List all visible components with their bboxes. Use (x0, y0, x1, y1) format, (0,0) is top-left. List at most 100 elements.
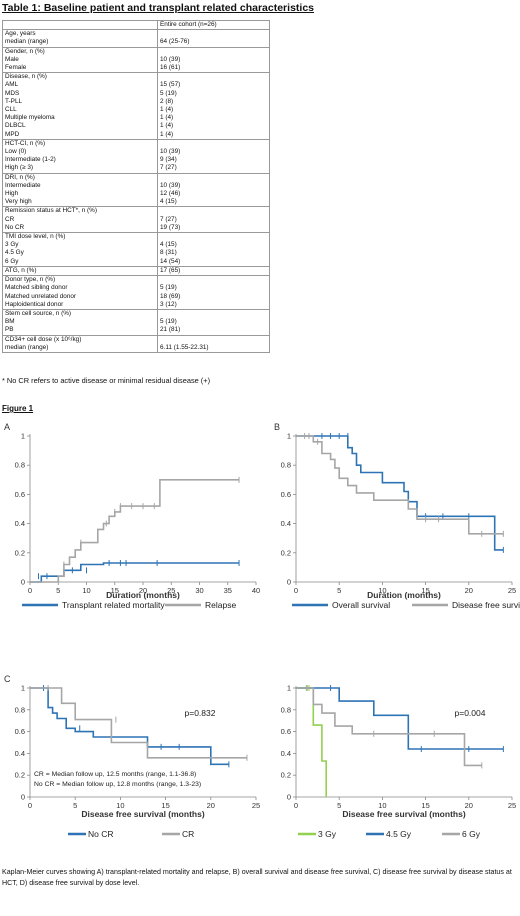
legend-label: Transplant related mortality (62, 600, 165, 610)
y-tick-label: 0.4 (15, 749, 25, 758)
row-label: Remission status at HCT*, n (%) (5, 207, 97, 215)
legend-label: 6 Gy (462, 829, 481, 839)
y-tick-label: 0.8 (15, 461, 25, 470)
y-tick-label: 0.6 (15, 490, 25, 499)
row-value: 9 (34) (160, 156, 177, 164)
legend-label: Relapse (205, 600, 236, 610)
y-tick-label: 0.4 (15, 519, 25, 528)
row-value: 3 (12) (160, 300, 177, 308)
chart-annotation: p=0.004 (455, 708, 486, 718)
row-labels: Disease, n (%) AML MDS T-PLL CLL Multiple mye… (2, 72, 158, 140)
row-values: 17 (65) (157, 265, 270, 277)
row-value: 21 (81) (160, 326, 181, 334)
series-line-4-5-gy (296, 687, 504, 750)
y-tick-label: 0.2 (281, 771, 291, 780)
x-axis-label: Duration (months) (367, 590, 441, 600)
row-label: Haploidentical donor (5, 300, 64, 308)
row-label: HCT-CI, n (%) (5, 139, 46, 147)
row-value: 10 (39) (160, 148, 181, 156)
row-value: 7 (27) (160, 215, 177, 223)
row-values: 7 (27) 19 (73) (157, 206, 270, 234)
row-labels: Age, years median (range) (2, 29, 158, 48)
row-label: median (range) (5, 343, 49, 351)
row-label: Male (5, 55, 19, 63)
x-tick-label: 20 (465, 801, 473, 810)
y-tick-label: 0.6 (281, 490, 291, 499)
row-value: 18 (69) (160, 292, 181, 300)
x-tick-label: 20 (465, 586, 473, 595)
row-label: CR (5, 215, 15, 223)
row-value: 5 (19) (160, 318, 177, 326)
y-tick-label: 0.4 (281, 519, 291, 528)
y-tick-label: 0.2 (281, 548, 291, 557)
y-tick-label: 0 (21, 793, 25, 802)
legend-label: No CR (88, 829, 114, 839)
row-value: 4 (15) (160, 241, 177, 249)
row-labels: DRI, n (%) Intermediate High Very high (2, 172, 158, 208)
row-value: 64 (25-76) (160, 38, 190, 46)
table-row: Age, years median (range) 64 (25-76) (2, 29, 270, 48)
row-label: Intermediate (1-2) (5, 156, 56, 164)
x-tick-label: 20 (207, 801, 215, 810)
x-tick-label: 5 (337, 586, 341, 595)
x-tick-label: 10 (82, 586, 90, 595)
series-line-relapse (30, 478, 240, 583)
legend-label: CR (182, 829, 194, 839)
row-values: 10 (39) 16 (61) (157, 46, 270, 74)
y-tick-label: 1 (21, 432, 25, 441)
x-tick-label: 0 (28, 801, 32, 810)
x-tick-label: 0 (28, 586, 32, 595)
y-tick-label: 0.2 (15, 548, 25, 557)
table-row: DRI, n (%) Intermediate High Very high 10 (… (2, 172, 270, 208)
x-tick-label: 40 (252, 586, 260, 595)
row-value: 6.11 (1.55-22.31) (160, 343, 209, 351)
row-label: 6 Gy (5, 257, 19, 265)
series-line-transplant-related-mortality (30, 562, 240, 583)
row-values: 5 (19) 18 (69) 3 (12) (157, 275, 270, 310)
y-tick-label: 0.4 (281, 749, 291, 758)
legend-label: Overall survival (332, 600, 390, 610)
chart-annotation: CR = Median follow up, 12.5 months (rang… (34, 771, 196, 778)
row-value: 10 (39) (160, 181, 181, 189)
row-value: 16 (61) (160, 64, 181, 72)
row-label: Female (5, 64, 27, 72)
row-values: 64 (25-76) (157, 29, 270, 48)
series-line-cr (30, 687, 247, 759)
row-value: 4 (15) (160, 198, 177, 206)
row-label: AML (5, 81, 19, 89)
y-tick-label: 0.6 (15, 727, 25, 736)
y-tick-label: 0.6 (281, 727, 291, 736)
y-tick-label: 0.2 (15, 771, 25, 780)
legend-label: 4.5 Gy (386, 829, 412, 839)
row-label: Stem cell source, n (%) (5, 309, 72, 317)
row-label: Matched sibling donor (5, 284, 68, 292)
row-values: 5 (19) 21 (81) (157, 308, 270, 336)
x-tick-label: 15 (161, 801, 169, 810)
table-row: Remission status at HCT*, n (%) CR No CR 7… (2, 206, 270, 234)
row-value: 10 (39) (160, 55, 181, 63)
y-tick-label: 0.8 (281, 461, 291, 470)
row-value: 12 (46) (160, 190, 181, 198)
x-tick-label: 15 (421, 801, 429, 810)
row-labels: TMI dose level, n (%) 3 Gy 4.5 Gy 6 Gy (2, 232, 158, 267)
row-label: median (range) (5, 38, 49, 46)
table-footnote: * No CR refers to active disease or mini… (2, 376, 211, 385)
row-value: 17 (65) (160, 266, 181, 274)
x-axis-label: Disease free survival (months) (81, 809, 204, 819)
x-tick-label: 25 (508, 586, 516, 595)
y-tick-label: 1 (287, 432, 291, 441)
row-label: TMI dose level, n (%) (5, 233, 66, 241)
table-row: TMI dose level, n (%) 3 Gy 4.5 Gy 6 Gy 4 (1… (2, 232, 270, 267)
row-value: 5 (19) (160, 284, 177, 292)
row-value: 1 (4) (160, 106, 174, 114)
chart-annotation: p=0.832 (185, 708, 216, 718)
figure-caption: Kaplan-Meier curves showing A) transplan… (2, 868, 512, 887)
y-tick-label: 0 (287, 578, 291, 587)
row-values: 10 (39) 9 (34) 7 (27) (157, 138, 270, 174)
chart-panel-b: 0 5 10 15 20 25 0 0.2 0.4 0.6 0.8 1B Duration (month… (274, 422, 520, 610)
row-label: 3 Gy (5, 241, 19, 249)
x-tick-label: 5 (56, 586, 60, 595)
row-label: MPD (5, 130, 20, 138)
table-row: Gender, n (%) Male Female 10 (39) 16 (61) (2, 46, 270, 74)
row-value: 1 (4) (160, 130, 174, 138)
